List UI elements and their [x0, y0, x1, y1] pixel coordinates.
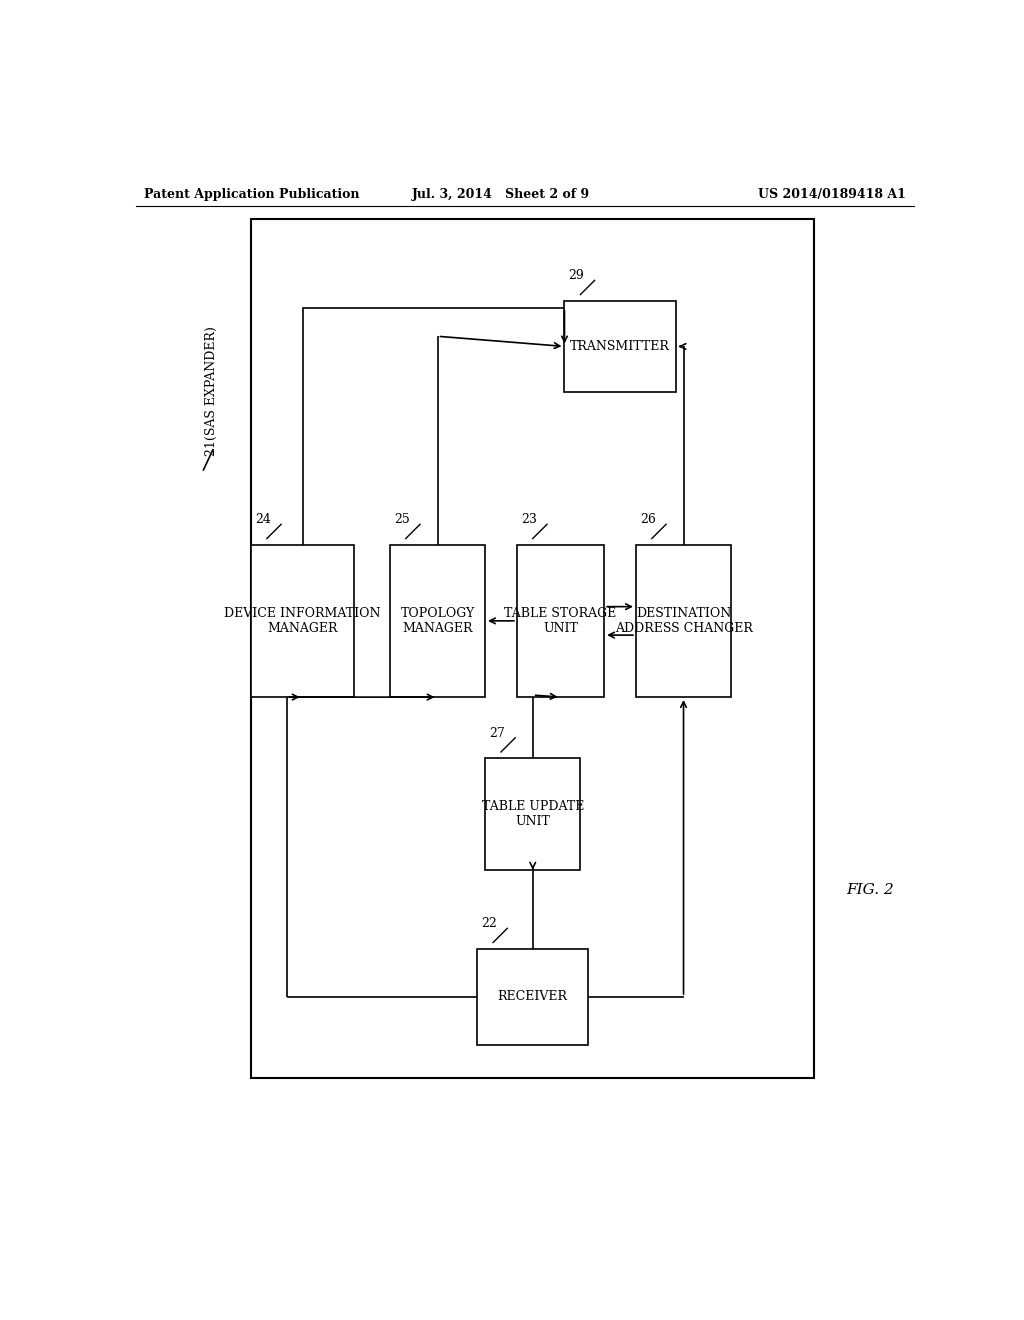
Text: FIG. 2: FIG. 2: [846, 883, 894, 898]
Text: TRANSMITTER: TRANSMITTER: [570, 341, 670, 352]
Bar: [517, 545, 604, 697]
Text: US 2014/0189418 A1: US 2014/0189418 A1: [758, 189, 905, 202]
Bar: [251, 219, 814, 1078]
Bar: [390, 545, 485, 697]
Text: TABLE UPDATE
UNIT: TABLE UPDATE UNIT: [481, 800, 584, 828]
Bar: [485, 758, 581, 870]
Text: 21(SAS EXPANDER): 21(SAS EXPANDER): [205, 326, 218, 457]
Text: DESTINATION
ADDRESS CHANGER: DESTINATION ADDRESS CHANGER: [614, 607, 753, 635]
Text: DEVICE INFORMATION
MANAGER: DEVICE INFORMATION MANAGER: [224, 607, 381, 635]
Text: TABLE STORAGE
UNIT: TABLE STORAGE UNIT: [505, 607, 616, 635]
Bar: [564, 301, 676, 392]
Text: TOPOLOGY
MANAGER: TOPOLOGY MANAGER: [400, 607, 475, 635]
Bar: [251, 545, 354, 697]
Text: RECEIVER: RECEIVER: [498, 990, 567, 1003]
Text: 27: 27: [489, 727, 505, 739]
Bar: [636, 545, 731, 697]
Text: 23: 23: [521, 513, 537, 527]
Text: Jul. 3, 2014   Sheet 2 of 9: Jul. 3, 2014 Sheet 2 of 9: [412, 189, 590, 202]
Text: 26: 26: [640, 513, 655, 527]
Text: 25: 25: [394, 513, 410, 527]
Bar: [477, 949, 589, 1045]
Text: 24: 24: [255, 513, 271, 527]
Text: Patent Application Publication: Patent Application Publication: [143, 189, 359, 202]
Text: 22: 22: [481, 917, 497, 931]
Text: 29: 29: [568, 269, 585, 282]
